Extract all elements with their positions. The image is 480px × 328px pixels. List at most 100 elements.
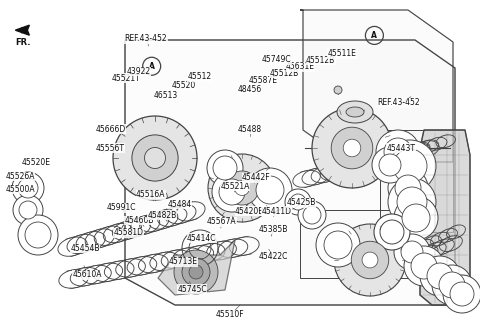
Ellipse shape xyxy=(395,175,421,201)
Ellipse shape xyxy=(219,179,245,205)
Text: 45749C: 45749C xyxy=(262,55,291,64)
Ellipse shape xyxy=(25,222,51,248)
Text: 46513: 46513 xyxy=(154,91,178,100)
Text: 45526A: 45526A xyxy=(5,172,35,181)
Text: 48456: 48456 xyxy=(238,85,262,94)
Ellipse shape xyxy=(298,201,326,229)
Ellipse shape xyxy=(351,241,389,279)
Text: 45510F: 45510F xyxy=(216,310,245,319)
Text: 45666D: 45666D xyxy=(95,125,126,134)
Ellipse shape xyxy=(13,195,43,225)
Ellipse shape xyxy=(18,178,38,198)
Text: 45581D: 45581D xyxy=(114,228,144,237)
Ellipse shape xyxy=(379,154,401,176)
Text: 45425B: 45425B xyxy=(287,198,316,207)
Ellipse shape xyxy=(404,246,444,286)
Ellipse shape xyxy=(337,101,373,123)
Text: 45512B: 45512B xyxy=(306,56,335,65)
Ellipse shape xyxy=(331,127,373,169)
Text: 45520E: 45520E xyxy=(22,158,50,167)
Ellipse shape xyxy=(285,189,311,215)
Polygon shape xyxy=(300,210,420,278)
Ellipse shape xyxy=(19,201,37,219)
Ellipse shape xyxy=(212,172,252,212)
Ellipse shape xyxy=(324,231,352,259)
Ellipse shape xyxy=(213,156,237,180)
Ellipse shape xyxy=(439,272,465,298)
Ellipse shape xyxy=(346,107,364,117)
Ellipse shape xyxy=(362,252,378,268)
Text: 45556T: 45556T xyxy=(96,144,125,153)
Ellipse shape xyxy=(189,265,203,279)
Text: 45745C: 45745C xyxy=(177,285,207,294)
Ellipse shape xyxy=(397,187,427,217)
Ellipse shape xyxy=(316,223,360,267)
Text: 45500A: 45500A xyxy=(5,185,35,194)
Text: 45510F: 45510F xyxy=(15,38,21,39)
Text: 45411D: 45411D xyxy=(262,207,291,216)
Text: 45454B: 45454B xyxy=(71,244,100,253)
Ellipse shape xyxy=(256,176,284,204)
Text: 45414C: 45414C xyxy=(187,234,216,243)
Ellipse shape xyxy=(380,220,404,244)
Ellipse shape xyxy=(411,253,437,279)
Ellipse shape xyxy=(312,108,392,188)
Text: 43922: 43922 xyxy=(126,67,150,76)
Ellipse shape xyxy=(113,116,197,200)
Ellipse shape xyxy=(376,130,420,174)
Ellipse shape xyxy=(443,275,480,313)
Ellipse shape xyxy=(372,147,408,183)
Ellipse shape xyxy=(402,204,430,232)
Text: 45442F: 45442F xyxy=(242,173,271,182)
Ellipse shape xyxy=(394,196,438,240)
Ellipse shape xyxy=(450,282,474,306)
Text: 45488: 45488 xyxy=(238,125,262,134)
Ellipse shape xyxy=(207,150,243,186)
Ellipse shape xyxy=(384,138,412,166)
Text: A: A xyxy=(149,62,155,71)
Text: 45484: 45484 xyxy=(168,200,192,209)
Ellipse shape xyxy=(394,234,430,270)
Polygon shape xyxy=(420,130,470,305)
Text: 45512: 45512 xyxy=(188,72,212,81)
Text: A: A xyxy=(372,31,377,40)
Text: 45610A: 45610A xyxy=(72,270,102,279)
Ellipse shape xyxy=(388,178,436,226)
Ellipse shape xyxy=(18,215,58,255)
Text: 45587E: 45587E xyxy=(249,75,277,85)
Text: REF.43-452: REF.43-452 xyxy=(125,34,167,43)
Ellipse shape xyxy=(343,139,361,157)
Ellipse shape xyxy=(393,149,427,183)
Polygon shape xyxy=(15,25,29,35)
Ellipse shape xyxy=(334,224,406,296)
Ellipse shape xyxy=(208,154,276,222)
Text: 45567A: 45567A xyxy=(207,217,237,226)
Text: 45991C: 45991C xyxy=(106,203,136,213)
Text: FR.: FR. xyxy=(15,38,31,47)
Text: 45521T: 45521T xyxy=(111,73,140,83)
Ellipse shape xyxy=(132,135,178,181)
Text: 45482B: 45482B xyxy=(148,211,177,220)
Polygon shape xyxy=(125,40,455,305)
Ellipse shape xyxy=(420,256,460,296)
Text: REF.43-452: REF.43-452 xyxy=(377,98,420,108)
Ellipse shape xyxy=(432,265,472,305)
Ellipse shape xyxy=(401,241,423,263)
Text: 45460B: 45460B xyxy=(124,216,154,225)
Text: 45521A: 45521A xyxy=(220,182,250,191)
Ellipse shape xyxy=(290,194,306,210)
Text: 45520: 45520 xyxy=(171,81,195,91)
Polygon shape xyxy=(300,10,453,162)
Text: 45631E: 45631E xyxy=(286,62,315,72)
Polygon shape xyxy=(380,130,453,232)
Text: 45713E: 45713E xyxy=(169,257,198,266)
Text: 45512B: 45512B xyxy=(270,69,299,78)
Ellipse shape xyxy=(248,168,292,212)
Ellipse shape xyxy=(427,263,453,289)
Polygon shape xyxy=(158,240,235,295)
Ellipse shape xyxy=(235,180,250,195)
Ellipse shape xyxy=(144,148,166,169)
Text: 45422C: 45422C xyxy=(259,252,288,261)
Ellipse shape xyxy=(384,140,436,192)
Text: 45511E: 45511E xyxy=(327,49,356,58)
